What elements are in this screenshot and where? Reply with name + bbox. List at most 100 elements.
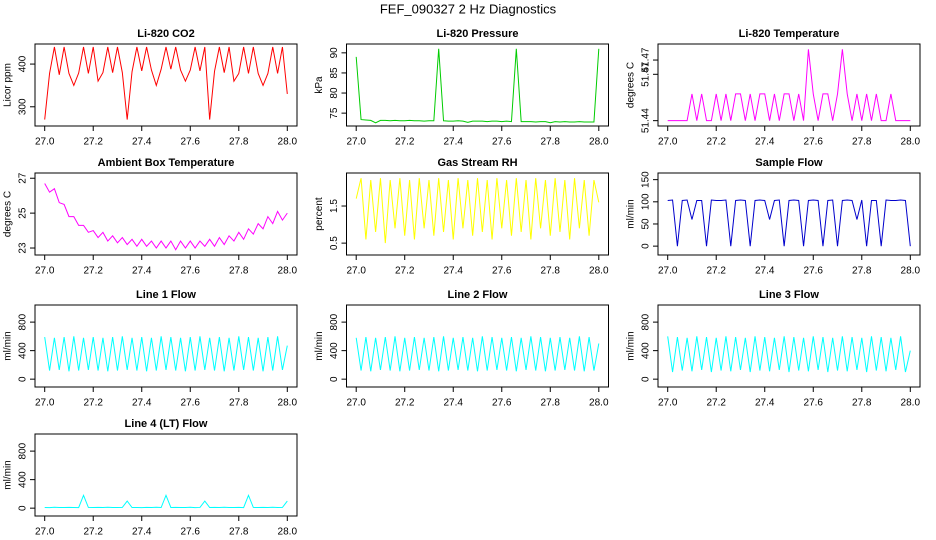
x-tick-label: 27.4 bbox=[132, 527, 152, 538]
x-tick-label: 27.6 bbox=[181, 137, 201, 148]
x-tick-label: 27.4 bbox=[132, 137, 152, 148]
x-tick-label: 27.4 bbox=[444, 137, 464, 148]
panel-title: Ambient Box Temperature bbox=[98, 157, 235, 169]
y-tick-label: 150 bbox=[641, 171, 652, 188]
x-tick-label: 28.0 bbox=[901, 137, 921, 148]
panel-title: Line 2 Flow bbox=[448, 289, 508, 301]
y-tick-label: 0.5 bbox=[329, 236, 340, 250]
plot-frame bbox=[34, 433, 298, 517]
plot-frame bbox=[657, 43, 921, 127]
x-tick-label: 27.8 bbox=[229, 527, 249, 538]
y-tick-label: 90 bbox=[329, 47, 340, 59]
x-tick-label: 27.4 bbox=[132, 398, 152, 409]
panel-title: Li-820 CO2 bbox=[137, 28, 194, 40]
y-axis-label: kPa bbox=[314, 76, 325, 94]
plot-frame bbox=[657, 304, 921, 388]
plot-frame bbox=[34, 304, 298, 388]
data-line bbox=[44, 183, 288, 251]
x-tick-label: 27.2 bbox=[83, 266, 103, 277]
x-tick-label: 27.6 bbox=[804, 266, 824, 277]
x-tick-label: 27.6 bbox=[181, 398, 201, 409]
y-tick-label: 800 bbox=[18, 313, 29, 330]
x-tick-label: 27.8 bbox=[852, 266, 872, 277]
data-line bbox=[667, 49, 911, 122]
y-axis-label: ml/min bbox=[626, 199, 637, 228]
x-tick-label: 28.0 bbox=[278, 398, 298, 409]
data-line bbox=[44, 493, 288, 509]
y-tick-label: 100 bbox=[641, 193, 652, 210]
y-tick-label: 27 bbox=[18, 172, 29, 184]
panel-title: Gas Stream RH bbox=[437, 157, 517, 169]
y-axis-label: percent bbox=[314, 197, 325, 231]
data-line bbox=[355, 336, 600, 372]
data-line bbox=[667, 199, 911, 247]
x-tick-label: 27.0 bbox=[658, 137, 678, 148]
y-tick-label: 400 bbox=[18, 471, 29, 488]
x-tick-label: 27.0 bbox=[346, 266, 366, 277]
x-tick-label: 27.2 bbox=[706, 398, 726, 409]
y-tick-label: 80 bbox=[329, 87, 340, 99]
y-tick-label: 85 bbox=[329, 67, 340, 79]
y-axis-label: ml/min bbox=[626, 331, 637, 360]
x-tick-label: 28.0 bbox=[278, 527, 298, 538]
y-tick-label: 400 bbox=[18, 342, 29, 359]
x-tick-label: 28.0 bbox=[278, 266, 298, 277]
x-tick-label: 27.2 bbox=[706, 137, 726, 148]
y-tick-label: 0 bbox=[18, 505, 29, 511]
data-line bbox=[44, 46, 288, 120]
x-tick-label: 27.2 bbox=[706, 266, 726, 277]
x-tick-label: 28.0 bbox=[589, 266, 609, 277]
y-axis-label: degrees C bbox=[626, 62, 637, 108]
data-line bbox=[355, 178, 600, 244]
x-tick-label: 27.4 bbox=[444, 266, 464, 277]
y-tick-label: 0 bbox=[641, 243, 652, 249]
x-tick-label: 27.6 bbox=[181, 527, 201, 538]
x-tick-label: 28.0 bbox=[589, 398, 609, 409]
plot-frame bbox=[34, 43, 298, 127]
x-tick-label: 27.8 bbox=[541, 398, 561, 409]
x-tick-label: 28.0 bbox=[278, 137, 298, 148]
panel-title: Line 1 Flow bbox=[136, 289, 196, 301]
x-tick-label: 27.6 bbox=[492, 266, 512, 277]
panel-title: Li-820 Pressure bbox=[437, 28, 519, 40]
x-tick-label: 27.8 bbox=[229, 398, 249, 409]
x-tick-label: 27.0 bbox=[35, 266, 55, 277]
y-axis-label: degrees C bbox=[3, 191, 14, 237]
y-tick-label: 400 bbox=[329, 342, 340, 359]
x-tick-label: 27.8 bbox=[229, 137, 249, 148]
x-tick-label: 27.2 bbox=[83, 398, 103, 409]
x-tick-label: 27.0 bbox=[658, 266, 678, 277]
x-tick-label: 27.8 bbox=[541, 266, 561, 277]
y-tick-label: 300 bbox=[18, 98, 29, 115]
x-tick-label: 27.4 bbox=[132, 266, 152, 277]
y-tick-label: 0 bbox=[641, 376, 652, 382]
x-tick-label: 27.0 bbox=[35, 527, 55, 538]
x-tick-label: 27.0 bbox=[346, 398, 366, 409]
y-tick-label: 1.5 bbox=[329, 199, 340, 213]
y-tick-label: 51.44 bbox=[641, 108, 652, 133]
data-line bbox=[355, 48, 600, 124]
x-tick-label: 27.6 bbox=[181, 266, 201, 277]
x-tick-label: 27.2 bbox=[395, 398, 415, 409]
y-tick-label: 51.47 bbox=[641, 61, 652, 86]
panel-title: Line 4 (LT) Flow bbox=[125, 418, 208, 430]
x-tick-label: 27.4 bbox=[755, 398, 775, 409]
data-line bbox=[44, 336, 288, 372]
panel-title: Li-820 Temperature bbox=[739, 28, 840, 40]
y-tick-label: 800 bbox=[329, 313, 340, 330]
plot-frame bbox=[34, 172, 298, 256]
y-tick-label: 51.47 bbox=[641, 47, 652, 72]
y-tick-label: 800 bbox=[18, 442, 29, 459]
x-tick-label: 27.8 bbox=[852, 398, 872, 409]
x-tick-label: 27.4 bbox=[444, 398, 464, 409]
x-tick-label: 27.6 bbox=[804, 398, 824, 409]
page-title: FEF_090327 2 Hz Diagnostics bbox=[380, 1, 557, 16]
x-tick-label: 27.0 bbox=[658, 398, 678, 409]
plot-frame bbox=[346, 43, 609, 127]
y-axis-label: ml/min bbox=[314, 331, 325, 360]
y-tick-label: 0 bbox=[329, 376, 340, 382]
x-tick-label: 27.6 bbox=[492, 137, 512, 148]
y-axis-label: ml/min bbox=[3, 331, 14, 360]
x-tick-label: 28.0 bbox=[901, 266, 921, 277]
